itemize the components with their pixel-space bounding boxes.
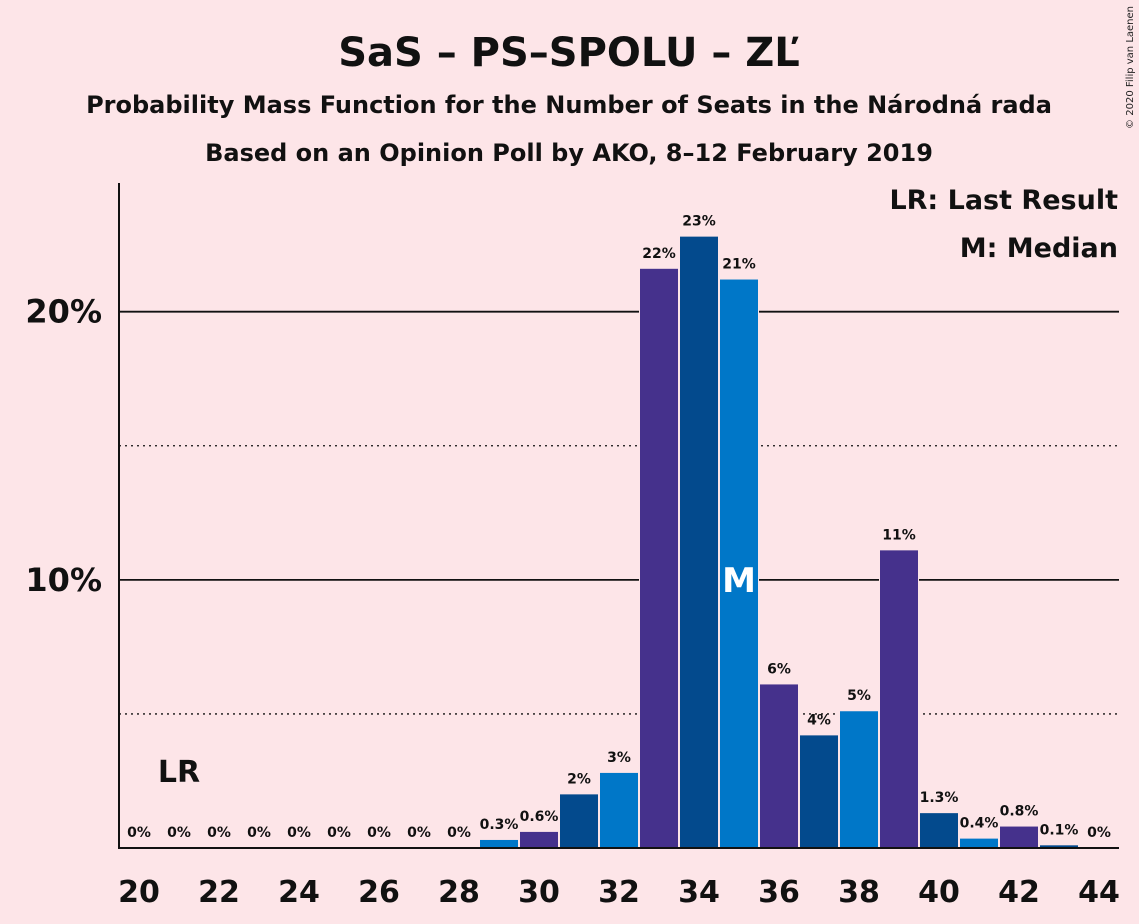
data-label-seats-25: 0% [327,825,351,841]
gridlines [119,310,1119,715]
data-label-seats-40: 1.3% [920,790,959,806]
y-tick-label-10: 10% [25,561,102,599]
chart-subtitle-2: Based on an Opinion Poll by AKO, 8–12 Fe… [205,139,933,167]
data-label-seats-28: 0% [447,825,471,841]
data-label-seats-35: 21% [722,257,756,273]
chart-title: SaS – PS–SPOLU – ZĽ [338,30,800,76]
data-label-seats-34: 23% [682,214,716,230]
copyright-notice: © 2020 Filip van Laenen [1125,6,1136,129]
median-marker: M [722,561,756,601]
x-tick-label-36: 36 [758,875,800,910]
bar-seats-40 [920,813,958,848]
data-label-seats-42: 0.8% [1000,804,1039,820]
data-label-seats-32: 3% [607,750,631,766]
x-tick-label-42: 42 [998,875,1040,910]
bar-seats-33 [640,268,678,848]
data-label-seats-24: 0% [287,825,311,841]
legend-last-result: LR: Last Result [889,185,1118,216]
x-tick-label-34: 34 [678,875,720,910]
axes: 10% 20% 20 22 24 26 28 30 32 34 36 38 40 42 44 [25,183,1120,910]
bar-seats-36 [760,684,798,848]
x-tick-label-20: 20 [118,875,160,910]
legend-median: M: Median [960,233,1118,264]
bar-seats-37 [800,735,838,848]
data-label-seats-37: 4% [807,712,831,728]
data-label-seats-43: 0.1% [1040,822,1079,838]
bar-seats-32 [600,772,638,848]
x-tick-label-24: 24 [278,875,320,910]
data-label-seats-41: 0.4% [960,816,999,832]
bar-seats-41 [960,838,998,848]
x-tick-label-22: 22 [198,875,240,910]
data-labels: 0% 0% 0% 0% 0% 0% 0% 0% 0% 0.3%0.6% 2% 3% 22% 23% 21% 6… [127,214,1111,841]
data-label-seats-36: 6% [767,661,791,677]
data-label-seats-21: 0% [167,825,191,841]
x-tick-label-44: 44 [1078,875,1120,910]
x-tick-label-40: 40 [918,875,960,910]
data-label-seats-29: 0.3% [480,817,519,833]
bar-seats-34 [680,236,718,848]
data-label-seats-31: 2% [567,771,591,787]
bar-seats-42 [1000,826,1038,848]
data-label-seats-39: 11% [882,527,916,543]
bar-seats-30 [520,831,558,848]
x-tick-label-28: 28 [438,875,480,910]
bar-seats-38 [840,711,878,848]
x-tick-label-32: 32 [598,875,640,910]
data-label-seats-30: 0.6% [520,809,559,825]
data-label-seats-38: 5% [847,688,871,704]
bar-seats-29 [480,839,518,848]
data-label-seats-20: 0% [127,825,151,841]
x-tick-label-38: 38 [838,875,880,910]
bar-seats-31 [560,794,598,848]
data-label-seats-27: 0% [407,825,431,841]
x-tick-label-30: 30 [518,875,560,910]
data-label-seats-26: 0% [367,825,391,841]
data-label-seats-44: 0% [1087,825,1111,841]
chart-subtitle-1: Probability Mass Function for the Number… [86,91,1052,119]
bar-seats-43 [1040,845,1078,848]
last-result-marker: LR [158,755,200,790]
bar-seats-35 [720,279,758,849]
x-tick-label-26: 26 [358,875,400,910]
bar-seats-39 [880,550,918,848]
bar-series [479,234,1079,849]
data-label-seats-23: 0% [247,825,271,841]
y-tick-label-20: 20% [25,293,102,331]
data-label-seats-22: 0% [207,825,231,841]
data-label-seats-33: 22% [642,246,676,262]
